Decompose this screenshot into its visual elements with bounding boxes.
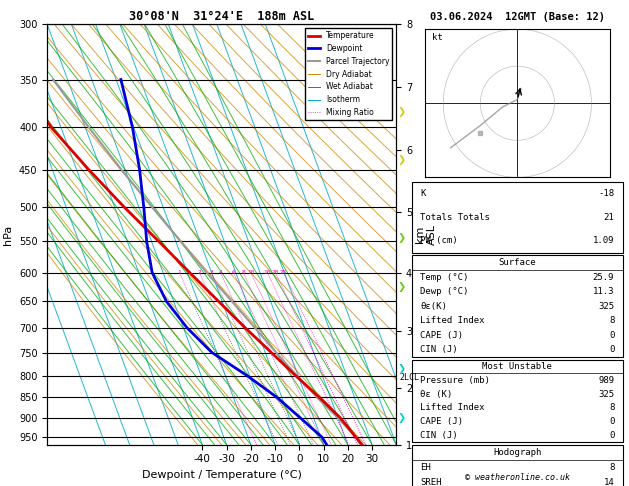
Text: 2: 2	[198, 270, 201, 275]
Text: 25: 25	[280, 270, 287, 275]
X-axis label: Dewpoint / Temperature (°C): Dewpoint / Temperature (°C)	[142, 470, 302, 480]
Text: 989: 989	[598, 376, 615, 385]
Text: 325: 325	[598, 302, 615, 311]
Text: θε(K): θε(K)	[420, 302, 447, 311]
Text: 11.3: 11.3	[593, 287, 615, 296]
Text: CIN (J): CIN (J)	[420, 431, 458, 440]
Text: ❯: ❯	[398, 107, 405, 117]
Text: 8: 8	[609, 403, 615, 412]
Text: EH: EH	[420, 463, 431, 472]
Title: 30°08'N  31°24'E  188m ASL: 30°08'N 31°24'E 188m ASL	[129, 10, 314, 23]
Text: CIN (J): CIN (J)	[420, 346, 458, 354]
Text: 20: 20	[272, 270, 279, 275]
Text: Hodograph: Hodograph	[493, 448, 542, 457]
Text: ❯: ❯	[398, 364, 405, 374]
Text: 10: 10	[247, 270, 255, 275]
Text: 1: 1	[177, 270, 181, 275]
Y-axis label: hPa: hPa	[3, 225, 13, 244]
Text: 4: 4	[219, 270, 223, 275]
Text: 0: 0	[609, 417, 615, 426]
Text: Lifted Index: Lifted Index	[420, 403, 485, 412]
Text: Lifted Index: Lifted Index	[420, 316, 485, 325]
Text: 25.9: 25.9	[593, 273, 615, 281]
Text: 03.06.2024  12GMT (Base: 12): 03.06.2024 12GMT (Base: 12)	[430, 12, 604, 22]
Text: © weatheronline.co.uk: © weatheronline.co.uk	[465, 473, 569, 482]
Text: 21: 21	[604, 213, 615, 222]
Text: PW (cm): PW (cm)	[420, 237, 458, 245]
Text: 2LCL: 2LCL	[400, 373, 420, 382]
Text: ❯: ❯	[398, 282, 405, 292]
Text: 325: 325	[598, 390, 615, 399]
Text: 16: 16	[264, 270, 271, 275]
Text: ❯: ❯	[398, 233, 405, 243]
Text: 14: 14	[604, 478, 615, 486]
Text: 6: 6	[231, 270, 235, 275]
Text: Temp (°C): Temp (°C)	[420, 273, 469, 281]
Text: 8: 8	[609, 316, 615, 325]
Text: CAPE (J): CAPE (J)	[420, 417, 464, 426]
Text: K: K	[420, 190, 426, 198]
Text: -18: -18	[598, 190, 615, 198]
Legend: Temperature, Dewpoint, Parcel Trajectory, Dry Adiabat, Wet Adiabat, Isotherm, Mi: Temperature, Dewpoint, Parcel Trajectory…	[305, 28, 392, 120]
Text: ❯: ❯	[398, 156, 405, 165]
Text: θε (K): θε (K)	[420, 390, 453, 399]
Text: CAPE (J): CAPE (J)	[420, 331, 464, 340]
Y-axis label: km
ASL: km ASL	[415, 224, 437, 245]
Text: 3: 3	[209, 270, 213, 275]
Text: Surface: Surface	[499, 258, 536, 267]
Text: SREH: SREH	[420, 478, 442, 486]
Text: 0: 0	[609, 346, 615, 354]
Text: 8: 8	[609, 463, 615, 472]
Text: 8: 8	[242, 270, 245, 275]
Text: 0: 0	[609, 431, 615, 440]
Text: kt: kt	[432, 33, 443, 42]
Text: Totals Totals: Totals Totals	[420, 213, 490, 222]
Text: 0: 0	[609, 331, 615, 340]
Text: Pressure (mb): Pressure (mb)	[420, 376, 490, 385]
Text: 1.09: 1.09	[593, 237, 615, 245]
Text: ❯: ❯	[398, 413, 405, 423]
Text: Dewp (°C): Dewp (°C)	[420, 287, 469, 296]
Text: Most Unstable: Most Unstable	[482, 362, 552, 371]
